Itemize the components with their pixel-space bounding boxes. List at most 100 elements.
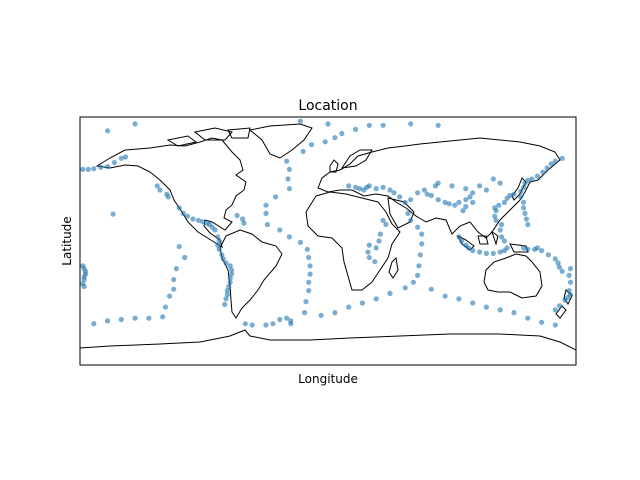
data-point [408,217,414,223]
data-point [544,165,550,171]
data-point [297,118,303,124]
data-point [234,212,240,219]
data-point [470,248,476,254]
data-point [376,238,382,244]
data-point [567,279,574,285]
data-point [456,199,462,205]
data-point [380,184,386,190]
coastline-antarctica [80,329,576,351]
data-point [184,213,191,219]
coastline-british-isles [329,159,339,173]
data-point [499,221,505,228]
data-point [366,242,372,248]
data-point [405,210,411,216]
data-point [132,315,138,321]
data-point [285,176,291,182]
y-axis-label: Latitude [60,216,74,265]
data-point [483,187,489,193]
data-point [242,321,248,327]
data-point [216,238,222,244]
data-point [146,315,152,321]
data-point [346,304,352,310]
data-point [452,202,458,208]
data-point [240,216,246,222]
data-point [556,264,563,270]
data-point [286,186,292,192]
data-point [284,158,290,164]
data-point [552,158,558,164]
data-point [223,260,229,266]
data-point [492,205,498,211]
coastline-africa [305,191,401,291]
data-point [493,217,499,223]
data-point [157,187,163,193]
data-point [525,221,531,228]
data-point [308,142,315,148]
data-point [118,316,124,323]
data-point [408,197,414,203]
data-point [521,245,527,251]
data-point [263,210,269,216]
data-point [318,312,324,318]
data-point [424,191,430,197]
data-point [419,241,425,247]
data-point [110,211,116,217]
data-point [497,249,503,255]
data-point [215,234,221,240]
data-point [566,288,572,294]
data-point [212,227,218,233]
data-point [306,279,312,285]
data-point [359,300,365,306]
data-point [490,176,496,182]
data-point [325,121,331,127]
data-point [118,155,124,161]
data-point [410,279,416,285]
data-point [302,310,308,316]
data-point [408,121,414,127]
data-point [477,183,483,189]
data-point [559,155,565,161]
data-point [339,130,345,137]
data-point [111,159,117,166]
data-point [566,272,572,278]
data-point [366,254,372,261]
coastline-north-america [95,137,247,249]
data-point [176,205,182,211]
data-point [534,173,541,179]
data-point [463,197,469,203]
data-point [165,194,171,200]
data-point [264,221,270,228]
data-point [497,180,503,186]
data-point [477,249,483,255]
data-point [270,321,276,327]
data-point [380,217,386,223]
data-point [555,260,561,266]
data-point [456,296,462,302]
data-point [332,135,338,141]
data-point [449,183,455,189]
data-point [415,272,421,278]
data-point [521,199,527,205]
data-point [132,121,138,127]
data-point [80,166,86,172]
data-point [432,183,439,189]
data-point [306,254,312,261]
data-point [415,190,421,196]
data-point [522,210,528,216]
data-point [219,252,225,258]
map-frame [79,116,577,366]
map-background [80,117,576,365]
data-point [501,199,507,205]
data-point [456,234,462,240]
data-point [377,231,383,237]
data-point [540,169,546,175]
data-point [556,303,563,309]
data-point [435,122,441,128]
data-point [463,186,469,192]
x-axis-label: Longitude [298,372,358,386]
data-point [346,183,352,189]
earthquake-points [80,118,574,328]
data-point [521,205,527,211]
data-point [518,194,524,200]
data-point [525,315,531,321]
